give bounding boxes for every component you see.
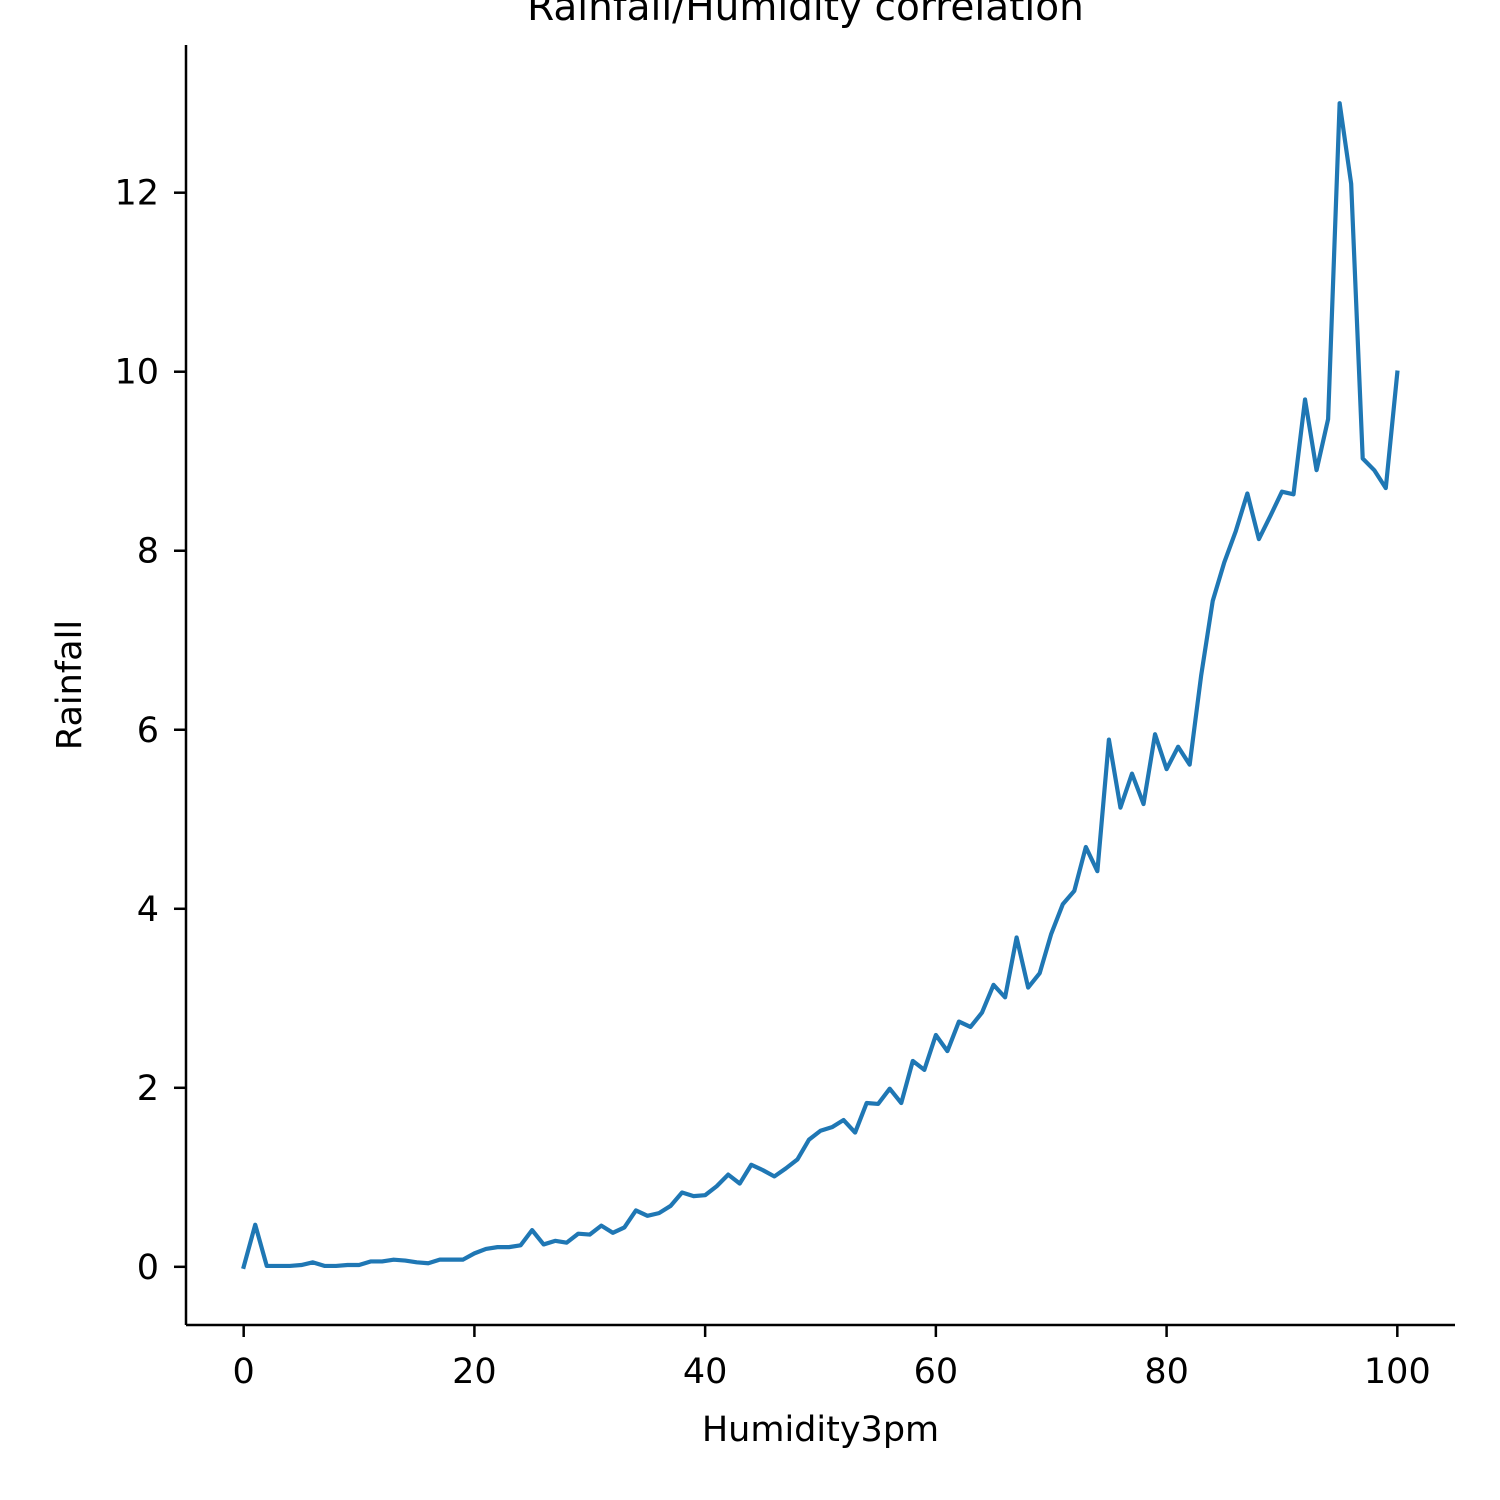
y-tick-label: 10	[114, 353, 159, 393]
x-tick-label: 60	[914, 1352, 959, 1392]
x-axis-ticks: 0 20 40 60 80 100	[233, 1325, 1431, 1392]
y-axis-label: Rainfall	[50, 620, 90, 750]
chart-title: Rainfall/Humidity correlation	[527, 0, 1084, 30]
plot-area	[241, 101, 1400, 1270]
x-tick-label: 40	[683, 1352, 728, 1392]
x-tick-label: 0	[233, 1352, 255, 1392]
y-tick-label: 8	[137, 532, 159, 572]
y-axis-ticks: 0 2 4 6 8 10 12	[114, 174, 186, 1288]
y-tick-label: 0	[137, 1248, 159, 1288]
y-tick-label: 2	[137, 1069, 159, 1109]
y-tick-label: 12	[114, 174, 159, 214]
x-tick-label: 20	[452, 1352, 497, 1392]
y-tick-label: 6	[137, 711, 159, 751]
x-axis-label: Humidity3pm	[702, 1410, 939, 1450]
series-line	[241, 101, 1400, 1270]
y-tick-label: 4	[137, 890, 159, 930]
x-tick-label: 100	[1364, 1352, 1431, 1392]
x-tick-label: 80	[1144, 1352, 1189, 1392]
